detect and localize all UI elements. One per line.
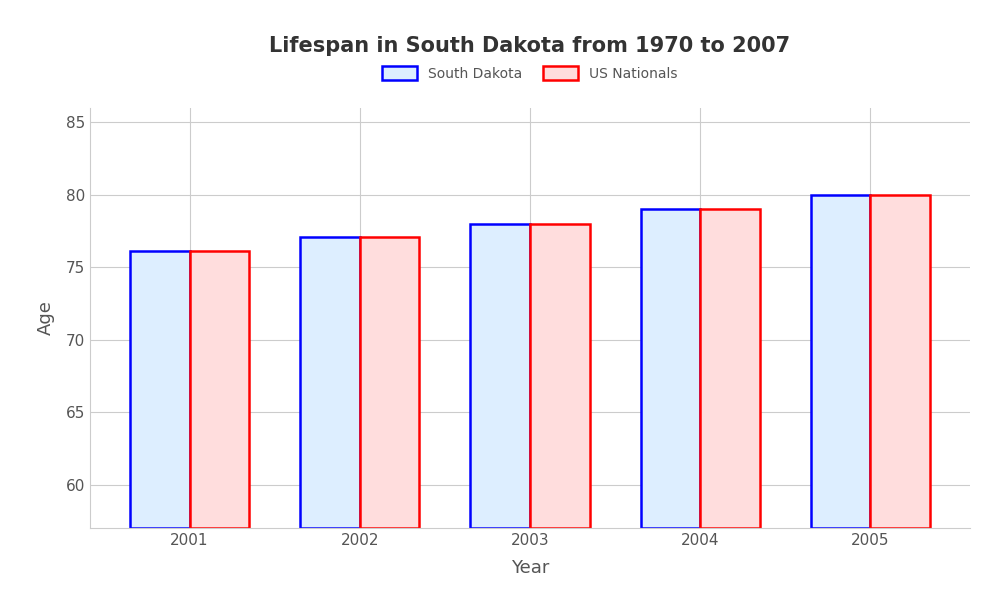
Legend: South Dakota, US Nationals: South Dakota, US Nationals xyxy=(377,61,683,86)
Bar xyxy=(360,237,419,528)
Bar xyxy=(130,251,190,528)
Bar xyxy=(190,251,249,528)
Bar xyxy=(641,209,700,528)
Bar xyxy=(530,224,590,528)
Bar xyxy=(300,237,360,528)
Y-axis label: Age: Age xyxy=(37,301,55,335)
Bar xyxy=(700,209,760,528)
Bar xyxy=(811,195,870,528)
X-axis label: Year: Year xyxy=(511,559,549,577)
Bar xyxy=(870,195,930,528)
Bar xyxy=(470,224,530,528)
Title: Lifespan in South Dakota from 1970 to 2007: Lifespan in South Dakota from 1970 to 20… xyxy=(269,37,791,56)
